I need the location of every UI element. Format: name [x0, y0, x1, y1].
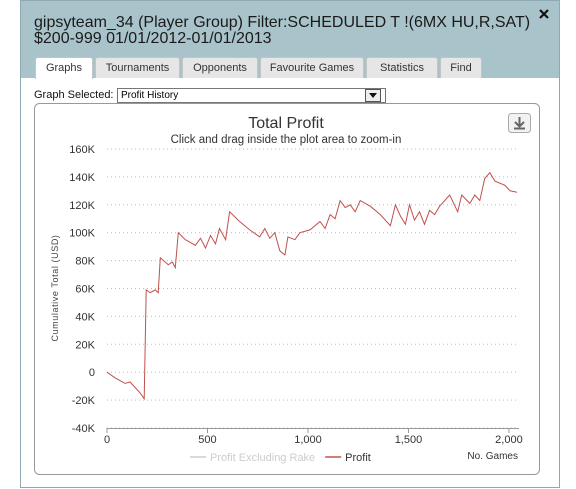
y-tick-label: 60K — [75, 284, 95, 296]
y-tick-label: 100K — [69, 228, 95, 240]
y-tick-label: 120K — [69, 200, 95, 212]
y-tick-label: 0 — [89, 367, 95, 379]
close-button[interactable] — [538, 8, 550, 20]
x-tick-label: 0 — [104, 434, 110, 446]
x-tick-label: 500 — [198, 434, 216, 446]
tab[interactable]: Statistics — [366, 57, 438, 78]
header-title: gipsyteam_34 (Player Group) Filter:SCHED… — [34, 14, 531, 31]
y-tick-label: -40K — [72, 423, 96, 435]
x-tick-label: 1,000 — [294, 434, 322, 446]
x-axis-label: No. Games — [467, 451, 518, 462]
legend-label: Profit — [345, 452, 371, 464]
tab[interactable]: Find — [440, 57, 482, 78]
y-tick-label: 160K — [69, 144, 95, 156]
chart-subtitle: Click and drag inside the plot area to z… — [171, 134, 402, 146]
select-label: Graph Selected: — [34, 89, 114, 101]
x-tick-label: 2,000 — [495, 434, 523, 446]
tab[interactable]: Graphs — [35, 57, 93, 79]
x-tick-label: 1,500 — [395, 434, 423, 446]
dropdown-button[interactable] — [365, 89, 381, 102]
y-tick-label: -20K — [72, 395, 96, 407]
y-tick-label: 80K — [75, 256, 95, 268]
legend-label: Profit Excluding Rake — [210, 452, 315, 464]
y-tick-label: 40K — [75, 311, 95, 323]
y-tick-label: 20K — [75, 339, 95, 351]
graph-select[interactable]: Profit History — [117, 88, 386, 103]
y-axis-label: Cumulative Total (USD) — [50, 234, 60, 341]
y-tick-label: 140K — [69, 172, 95, 184]
tab[interactable]: Favourite Games — [260, 57, 364, 78]
download-button[interactable] — [508, 113, 531, 133]
tab[interactable]: Opponents — [182, 57, 258, 78]
header-title: $200-999 01/01/2012-01/01/2013 — [34, 30, 272, 47]
profit-line — [106, 171, 518, 401]
tab[interactable]: Tournaments — [95, 57, 180, 78]
chart-title: Total Profit — [248, 115, 324, 132]
